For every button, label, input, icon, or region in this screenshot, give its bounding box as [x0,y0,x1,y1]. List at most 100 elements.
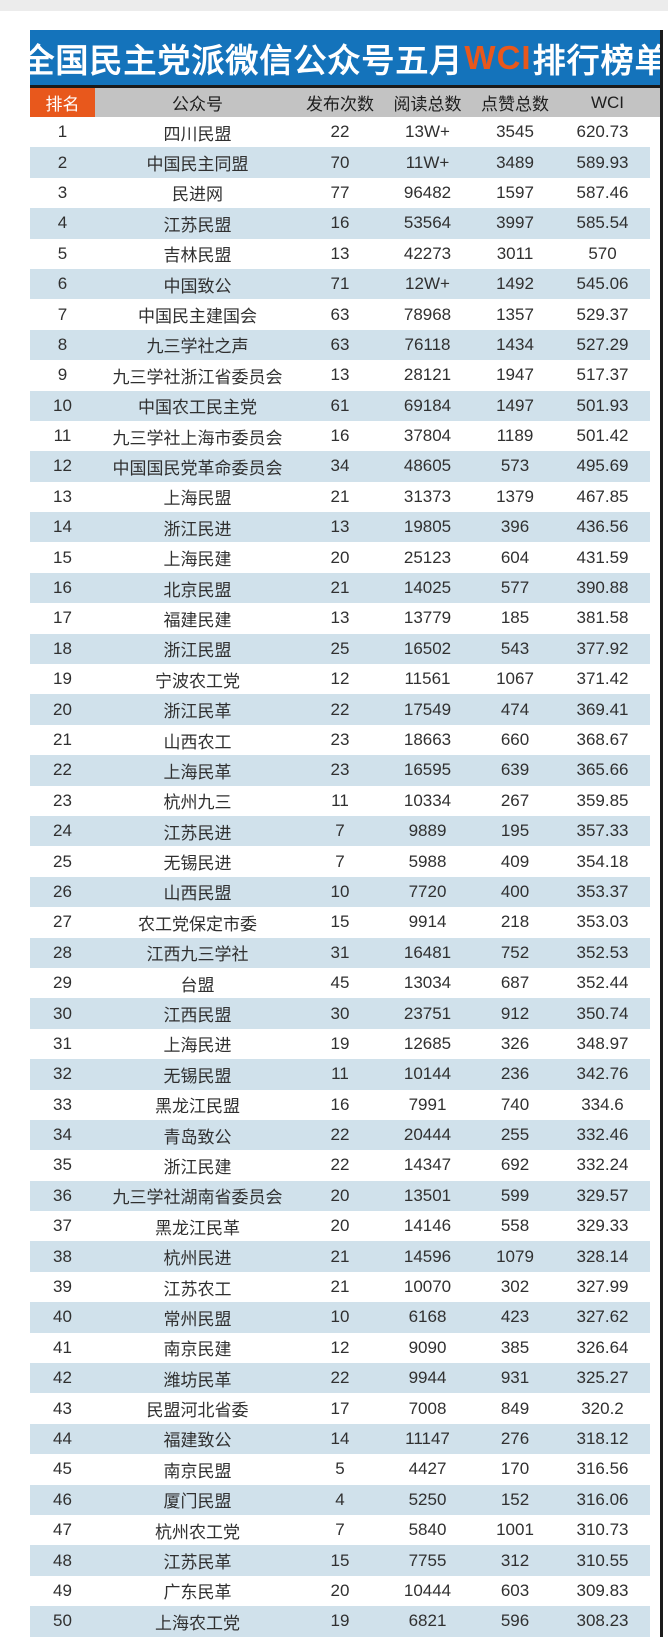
wci-score-cell: 589.93 [576,152,629,172]
rank-cell: 5 [57,243,68,263]
publish-count-cell: 22 [330,1125,350,1145]
account-name-cell: 浙江民建 [163,1157,232,1177]
like-total-cell: 170 [500,1459,530,1479]
read-total-cell: 9914 [408,912,447,932]
wci-score-cell: 529.37 [576,304,629,324]
rank-cell: 34 [53,1125,72,1145]
account-name-cell: 无锡民盟 [163,1066,232,1086]
table-row: 18 浙江民盟 25 16502 543 377.92 [30,633,650,665]
wci-score-cell: 377.92 [576,638,629,658]
wci-score-cell: 332.24 [576,1155,629,1175]
publish-count-cell: 17 [330,1398,350,1418]
rank-cell: 25 [53,851,72,871]
read-total-cell: 10334 [403,790,452,810]
rank-cell: 11 [53,426,72,446]
account-name-cell: 台盟 [180,975,215,995]
publish-count-cell: 13 [330,243,350,263]
publish-count-cell: 16 [330,426,350,446]
like-total-cell: 400 [500,881,530,901]
read-total-cell: 16481 [403,942,452,962]
table-row: 32 无锡民盟 11 10144 236 342.76 [30,1059,650,1090]
table-row: 43 民盟河北省委 17 7008 849 320.2 [30,1393,650,1424]
publish-count-cell: 20 [330,1216,350,1236]
like-total-cell: 577 [500,578,530,598]
read-total-cell: 11561 [404,669,451,689]
read-total-cell: 25123 [403,547,452,567]
account-name-cell: 无锡民进 [163,854,232,874]
table-row: 2 中国民主同盟 70 11W+ 3489 589.93 [30,147,650,178]
account-name-cell: 中国民主同盟 [146,155,249,175]
read-total-cell: 9889 [408,821,447,841]
rank-cell: 41 [53,1337,72,1357]
account-name-cell: 民进网 [172,185,223,205]
wci-score-cell: 352.53 [576,942,629,962]
publish-count-cell: 7 [335,1520,345,1540]
account-name-cell: 常州民盟 [163,1309,232,1329]
read-total-cell: 5988 [408,851,447,871]
rank-cell: 39 [53,1277,72,1297]
account-name-cell: 四川民盟 [163,124,232,144]
account-name-cell: 江苏民进 [163,823,232,843]
title-suffix: 排行榜单 [532,41,668,79]
rank-cell: 4 [57,213,68,233]
table-row: 48 江苏民革 15 7755 312 310.55 [30,1545,650,1576]
table-row: 25 无锡民进 7 5988 409 354.18 [30,846,650,877]
wci-score-cell: 329.57 [576,1185,629,1205]
publish-count-cell: 10 [330,1307,350,1327]
wci-score-cell: 327.99 [576,1277,629,1297]
rank-cell: 20 [53,699,72,719]
rank-cell: 14 [53,517,72,537]
column-header-wci: WCI [590,92,625,112]
like-total-cell: 267 [500,790,530,810]
like-total-cell: 1357 [496,304,534,324]
wci-score-cell: 585.54 [576,213,629,233]
publish-count-cell: 21 [330,486,350,506]
read-total-cell: 9944 [408,1368,447,1388]
account-name-cell: 杭州九三 [163,793,232,813]
wci-score-cell: 365.66 [576,760,629,780]
publish-count-cell: 16 [330,213,350,233]
table-row: 33 黑龙江民盟 16 7991 740 334.6 [30,1089,650,1120]
table-row: 17 福建民建 13 13779 185 381.58 [30,603,650,634]
table-row: 4 江苏民盟 16 53564 3997 585.54 [30,208,650,239]
publish-count-cell: 13 [330,517,350,537]
account-name-cell: 杭州农工党 [155,1522,240,1542]
read-total-cell: 7755 [408,1550,447,1570]
publish-count-cell: 21 [330,1246,350,1266]
read-total-cell: 6821 [408,1611,447,1631]
table-row: 10 中国农工民主党 61 69184 1497 501.93 [30,390,650,421]
rank-cell: 27 [53,912,72,932]
table-row: 36 九三学社湖南省委员会 20 13501 599 329.57 [30,1180,650,1212]
read-total-cell: 20444 [403,1125,452,1145]
like-total-cell: 1492 [496,274,534,294]
like-total-cell: 423 [500,1307,530,1327]
publish-count-cell: 16 [330,1094,350,1114]
account-name-cell: 浙江民盟 [163,641,232,661]
rank-cell: 48 [53,1550,72,1570]
table-row: 31 上海民进 19 12685 326 348.97 [30,1028,650,1060]
rank-cell: 37 [53,1216,72,1236]
wci-score-cell: 371.42 [576,669,629,689]
rank-cell: 17 [53,608,72,628]
like-total-cell: 543 [500,638,530,658]
account-name-cell: 江西九三学社 [146,945,249,965]
like-total-cell: 236 [500,1064,530,1084]
like-total-cell: 849 [500,1398,530,1418]
account-name-cell: 山西民盟 [163,884,232,904]
table-row: 37 黑龙江民革 20 14146 558 329.33 [30,1211,650,1242]
wci-score-cell: 357.33 [576,821,629,841]
account-name-cell: 福建民建 [163,610,232,630]
table-row: 5 吉林民盟 13 42273 3011 570 [30,238,650,269]
table-row: 28 江西九三学社 31 16481 752 352.53 [30,937,650,968]
read-total-cell: 5250 [408,1489,447,1509]
publish-count-cell: 19 [330,1033,350,1053]
like-total-cell: 1434 [496,334,534,354]
rank-cell: 29 [53,973,72,993]
read-total-cell: 12W+ [405,274,450,294]
like-total-cell: 558 [500,1216,530,1236]
like-total-cell: 639 [500,760,530,780]
rank-cell: 9 [57,365,68,385]
wci-score-cell: 390.88 [576,578,629,598]
table-row: 26 山西民盟 10 7720 400 353.37 [30,876,650,908]
read-total-cell: 18663 [403,730,452,749]
